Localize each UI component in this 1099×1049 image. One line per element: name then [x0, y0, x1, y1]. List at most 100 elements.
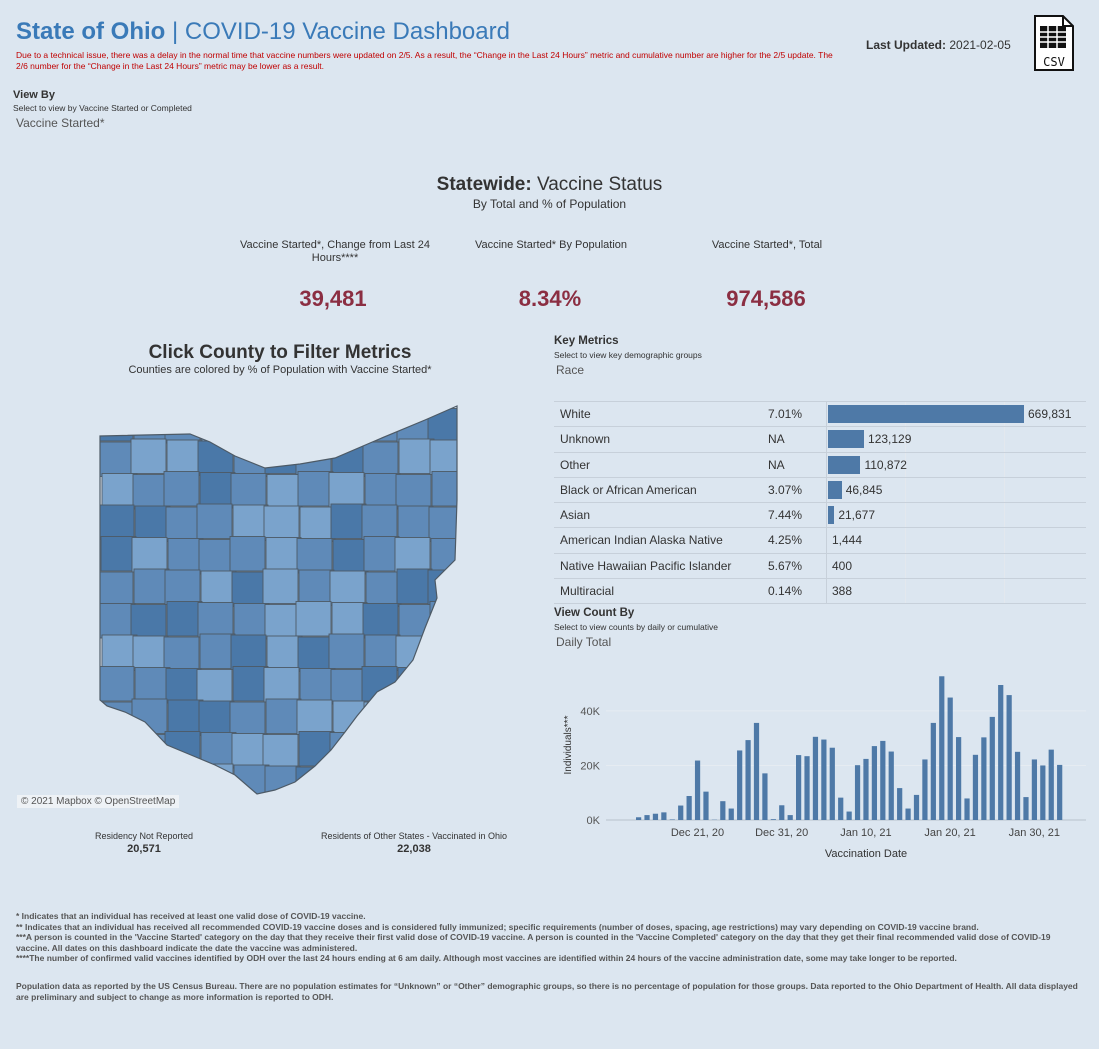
county-shape[interactable] — [265, 698, 302, 734]
county-shape[interactable] — [231, 406, 268, 442]
county-shape[interactable] — [163, 471, 200, 507]
key-metric-bar[interactable] — [828, 405, 1024, 423]
county-shape[interactable] — [363, 536, 400, 572]
county-shape[interactable] — [165, 506, 202, 542]
county-shape[interactable] — [363, 701, 400, 737]
county-shape[interactable] — [100, 441, 136, 477]
county-shape[interactable] — [264, 438, 301, 474]
county-shape[interactable] — [431, 471, 465, 507]
daily-bar[interactable] — [812, 736, 819, 820]
county-shape[interactable] — [328, 633, 365, 669]
county-shape[interactable] — [297, 471, 334, 507]
county-shape[interactable] — [295, 766, 332, 800]
daily-bar[interactable] — [888, 751, 894, 820]
daily-bar[interactable] — [1057, 764, 1063, 820]
daily-bar[interactable] — [871, 746, 878, 820]
key-metric-row[interactable]: American Indian Alaska Native 4.25% 1,444 — [554, 528, 1086, 554]
county-shape[interactable] — [196, 503, 233, 539]
daily-bar[interactable] — [905, 808, 911, 820]
county-shape[interactable] — [329, 570, 366, 606]
daily-bar[interactable] — [796, 755, 802, 820]
county-shape[interactable] — [230, 634, 267, 670]
county-shape[interactable] — [362, 441, 399, 477]
county-shape[interactable] — [232, 666, 269, 702]
county-shape[interactable] — [299, 668, 336, 704]
county-shape[interactable] — [197, 763, 234, 799]
county-shape[interactable] — [396, 734, 433, 770]
county-shape[interactable] — [296, 699, 333, 735]
county-shape[interactable] — [263, 505, 300, 541]
key-metric-row[interactable]: Other NA 110,872 — [554, 452, 1086, 478]
daily-bar[interactable] — [745, 740, 751, 820]
daily-bar[interactable] — [829, 747, 835, 820]
county-shape[interactable] — [98, 733, 134, 769]
daily-bar[interactable] — [880, 740, 886, 820]
daily-bar[interactable] — [636, 817, 642, 820]
county-shape[interactable] — [394, 537, 431, 573]
daily-bar[interactable] — [720, 801, 726, 820]
county-shape[interactable] — [229, 701, 266, 737]
daily-bar[interactable] — [930, 722, 936, 820]
county-shape[interactable] — [299, 506, 336, 542]
county-shape[interactable] — [365, 571, 402, 607]
daily-bar[interactable] — [1006, 695, 1012, 820]
county-shape[interactable] — [131, 537, 168, 573]
daily-vaccination-chart[interactable]: 0K 20K 40K Dec 21, 20 Dec 31, 20 Jan 10, 21 Ja… — [554, 660, 1094, 865]
county-shape[interactable] — [431, 636, 465, 672]
daily-bar[interactable] — [897, 788, 903, 820]
county-shape[interactable] — [134, 505, 171, 541]
county-shape[interactable] — [296, 538, 333, 574]
county-shape[interactable] — [398, 438, 435, 474]
county-shape[interactable] — [197, 440, 234, 476]
county-shape[interactable] — [361, 504, 398, 540]
daily-bar[interactable] — [1040, 765, 1046, 820]
daily-bar[interactable] — [737, 750, 743, 820]
county-shape[interactable] — [397, 505, 434, 541]
county-shape[interactable] — [100, 701, 137, 737]
county-shape[interactable] — [428, 506, 464, 542]
county-shape[interactable] — [396, 568, 433, 604]
county-shape[interactable] — [99, 666, 135, 702]
county-shape[interactable] — [101, 473, 138, 509]
county-shape[interactable] — [266, 474, 303, 510]
county-shape[interactable] — [101, 634, 138, 670]
county-shape[interactable] — [232, 504, 269, 540]
county-shape[interactable] — [196, 669, 233, 705]
key-metric-bar[interactable] — [828, 430, 865, 449]
daily-bar[interactable] — [779, 805, 785, 820]
county-shape[interactable] — [98, 571, 134, 607]
county-shape[interactable] — [298, 731, 335, 767]
county-shape[interactable] — [295, 601, 332, 637]
county-shape[interactable] — [332, 700, 369, 736]
county-shape[interactable] — [264, 765, 301, 800]
county-shape[interactable] — [365, 406, 402, 442]
daily-bar[interactable] — [922, 759, 928, 820]
key-metric-row[interactable]: Native Hawaiian Pacific Islander 5.67% 400 — [554, 553, 1086, 580]
county-shape[interactable] — [132, 635, 169, 671]
daily-bar[interactable] — [981, 737, 987, 820]
daily-bar[interactable] — [846, 811, 852, 820]
map-attribution[interactable]: © 2021 Mapbox © OpenStreetMap — [17, 795, 180, 808]
key-metric-row[interactable]: Asian 7.44% 21,677 — [554, 503, 1086, 529]
county-shape[interactable] — [328, 472, 365, 508]
county-shape[interactable] — [165, 668, 202, 704]
daily-bar[interactable] — [753, 722, 760, 820]
daily-bar[interactable] — [770, 819, 776, 820]
daily-bar[interactable] — [1031, 759, 1038, 820]
county-shape[interactable] — [233, 603, 270, 639]
key-metrics-select[interactable]: Race — [556, 363, 585, 377]
county-shape[interactable] — [362, 764, 399, 800]
daily-bar[interactable] — [854, 765, 861, 820]
daily-bar[interactable] — [762, 773, 768, 820]
county-shape[interactable] — [430, 699, 465, 735]
county-shape[interactable] — [130, 438, 167, 474]
county-shape[interactable] — [427, 569, 463, 605]
daily-bar[interactable] — [913, 794, 920, 820]
county-shape[interactable] — [398, 765, 435, 800]
daily-bar[interactable] — [863, 758, 869, 820]
daily-bar[interactable] — [661, 812, 667, 820]
county-shape[interactable] — [198, 539, 235, 575]
county-shape[interactable] — [230, 473, 267, 509]
county-shape[interactable] — [262, 407, 299, 443]
county-shape[interactable] — [331, 763, 368, 799]
